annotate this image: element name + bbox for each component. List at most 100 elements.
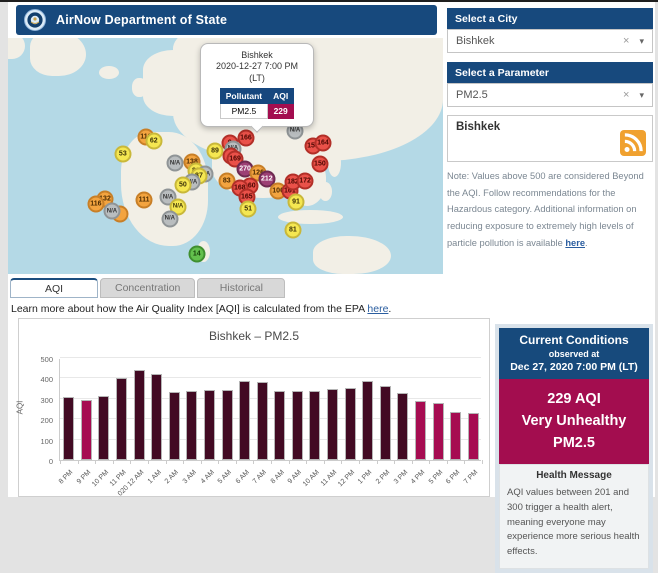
bar-020-12-am[interactable] bbox=[134, 370, 145, 460]
bar-2-am[interactable] bbox=[169, 392, 180, 460]
x-label-2-pm: 2 PM bbox=[375, 469, 392, 486]
note-suffix: . bbox=[585, 238, 588, 248]
bar-6-am[interactable] bbox=[239, 381, 250, 460]
map-land bbox=[30, 38, 87, 76]
state-department-seal-icon bbox=[24, 9, 46, 31]
learn-more-text: Learn more about how the Air Quality Ind… bbox=[11, 303, 391, 315]
bar-8-pm[interactable] bbox=[63, 397, 74, 460]
select-parameter-header: Select a Parameter bbox=[447, 62, 653, 83]
chart-plot-area bbox=[59, 359, 481, 461]
x-tick bbox=[236, 460, 237, 464]
map-land bbox=[319, 182, 332, 201]
tab-aqi[interactable]: AQI bbox=[10, 278, 98, 298]
popup-datetime: 2020-12-27 7:00 PM bbox=[206, 61, 308, 72]
x-label-6-am: 6 AM bbox=[234, 469, 250, 485]
world-map[interactable]: 5311662132116N/A11189N/A13880N/A87N/A50N… bbox=[8, 38, 443, 274]
map-marker-51[interactable]: 51 bbox=[240, 201, 257, 218]
bar-9-am[interactable] bbox=[292, 391, 303, 460]
cc-title: Current Conditions bbox=[501, 333, 647, 347]
x-label-5-pm: 5 PM bbox=[427, 469, 444, 486]
x-tick bbox=[289, 460, 290, 464]
x-tick bbox=[429, 460, 430, 464]
bar-11-pm[interactable] bbox=[116, 378, 127, 460]
x-tick bbox=[377, 460, 378, 464]
x-tick bbox=[359, 460, 360, 464]
bar-7-pm[interactable] bbox=[468, 413, 479, 460]
map-marker-14[interactable]: 14 bbox=[188, 245, 205, 262]
popup-city: Bishkek bbox=[206, 50, 308, 61]
y-tick-100: 100 bbox=[25, 437, 53, 446]
map-marker-81[interactable]: 81 bbox=[284, 221, 301, 238]
bar-9-pm[interactable] bbox=[81, 400, 92, 460]
map-land bbox=[328, 149, 341, 177]
x-label-4-am: 4 AM bbox=[199, 469, 215, 485]
bar-12-pm[interactable] bbox=[345, 388, 356, 460]
x-tick bbox=[218, 460, 219, 464]
cc-aqi-block: 229 AQI Very Unhealthy PM2.5 bbox=[499, 379, 649, 464]
cc-observed-label: observed at bbox=[501, 349, 647, 359]
map-marker-172[interactable]: 172 bbox=[297, 173, 314, 190]
x-tick bbox=[78, 460, 79, 464]
map-marker-62[interactable]: 62 bbox=[145, 132, 162, 149]
x-label-5-am: 5 AM bbox=[217, 469, 233, 485]
tab-historical[interactable]: Historical bbox=[197, 278, 285, 298]
map-marker-164[interactable]: 164 bbox=[314, 134, 331, 151]
bar-4-pm[interactable] bbox=[415, 401, 426, 460]
x-tick bbox=[201, 460, 202, 464]
bar-7-am[interactable] bbox=[257, 382, 268, 460]
x-tick bbox=[60, 460, 61, 464]
map-marker-na[interactable]: N/A bbox=[103, 203, 120, 220]
chevron-down-icon[interactable]: ▾ bbox=[639, 90, 644, 101]
bar-1-am[interactable] bbox=[151, 374, 162, 460]
map-marker-na[interactable]: N/A bbox=[161, 210, 178, 227]
bar-10-am[interactable] bbox=[309, 391, 320, 460]
bar-6-pm[interactable] bbox=[450, 412, 461, 460]
bar-3-am[interactable] bbox=[186, 391, 197, 460]
clear-icon[interactable]: × bbox=[623, 89, 629, 101]
learn-more-suffix: . bbox=[388, 303, 391, 315]
map-marker-111[interactable]: 111 bbox=[136, 192, 153, 209]
bar-1-pm[interactable] bbox=[362, 381, 373, 460]
y-tick-500: 500 bbox=[25, 355, 53, 364]
bar-10-pm[interactable] bbox=[98, 396, 109, 460]
bar-3-pm[interactable] bbox=[397, 393, 408, 460]
note-text: Note: Values above 500 are considered Be… bbox=[447, 171, 644, 248]
bar-5-pm[interactable] bbox=[433, 403, 444, 460]
bar-2-pm[interactable] bbox=[380, 386, 391, 460]
note-here-link[interactable]: here bbox=[565, 238, 585, 248]
chevron-down-icon[interactable]: ▾ bbox=[639, 36, 644, 47]
popup-timezone: (LT) bbox=[206, 73, 308, 84]
app-header: AirNow Department of State bbox=[16, 5, 437, 35]
x-label-10-pm: 10 PM bbox=[91, 469, 110, 488]
cc-observed-datetime: Dec 27, 2020 7:00 PM (LT) bbox=[501, 361, 647, 373]
bar-11-am[interactable] bbox=[327, 389, 338, 460]
y-tick-300: 300 bbox=[25, 396, 53, 405]
cc-aqi-pollutant: PM2.5 bbox=[503, 433, 645, 455]
map-land bbox=[8, 38, 25, 59]
map-marker-116[interactable]: 116 bbox=[87, 196, 104, 213]
bar-8-am[interactable] bbox=[274, 391, 285, 460]
y-tick-200: 200 bbox=[25, 416, 53, 425]
map-marker-150[interactable]: 150 bbox=[311, 156, 328, 173]
x-tick bbox=[253, 460, 254, 464]
clear-icon[interactable]: × bbox=[623, 35, 629, 47]
bar-5-am[interactable] bbox=[222, 390, 233, 460]
parameter-select[interactable]: PM2.5 × ▾ bbox=[447, 83, 653, 107]
map-marker-50[interactable]: 50 bbox=[174, 177, 191, 194]
map-marker-na[interactable]: N/A bbox=[167, 155, 184, 172]
cc-health-title: Health Message bbox=[500, 465, 648, 484]
map-marker-91[interactable]: 91 bbox=[287, 194, 304, 211]
rss-icon[interactable] bbox=[620, 130, 646, 156]
bar-4-am[interactable] bbox=[204, 390, 215, 460]
epa-link[interactable]: here bbox=[367, 303, 388, 315]
x-label-3-pm: 3 PM bbox=[392, 469, 409, 486]
cc-aqi-category: Very Unhealthy bbox=[503, 411, 645, 433]
map-marker-53[interactable]: 53 bbox=[114, 145, 131, 162]
page: AirNow Department of State 5311662132116… bbox=[8, 2, 655, 497]
x-label-7-am: 7 AM bbox=[252, 469, 268, 485]
x-tick bbox=[148, 460, 149, 464]
city-select[interactable]: Bishkek × ▾ bbox=[447, 29, 653, 53]
current-conditions-panel: Current Conditions observed at Dec 27, 2… bbox=[495, 324, 653, 573]
tab-concentration[interactable]: Concentration bbox=[100, 278, 195, 298]
x-tick bbox=[464, 460, 465, 464]
